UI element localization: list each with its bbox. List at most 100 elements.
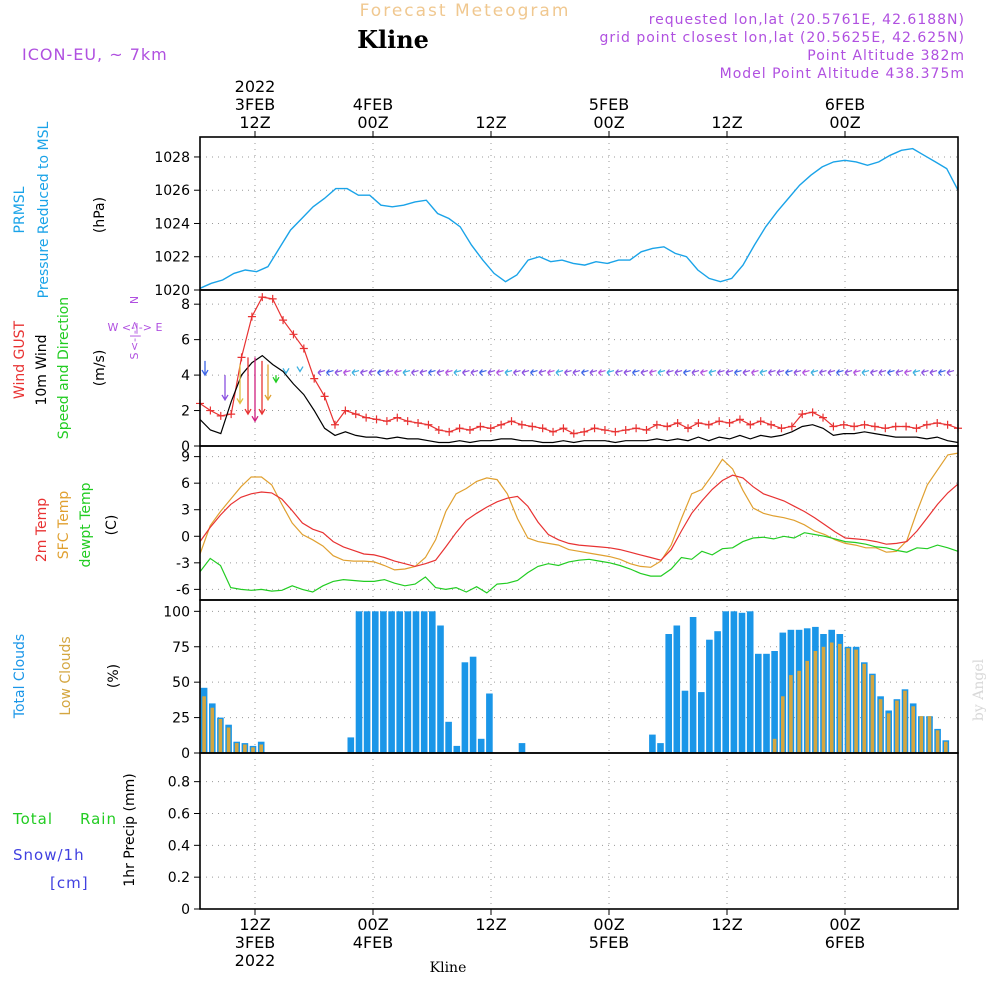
strong-wind-arrow — [251, 357, 259, 423]
clouds-tick-label: 0 — [181, 746, 190, 762]
total-cloud-bar — [738, 612, 746, 754]
total-cloud-bar — [437, 625, 444, 753]
gust-marker — [819, 413, 828, 422]
bottom-time-day: 3FEB — [235, 933, 275, 952]
total-cloud-bar — [746, 611, 754, 753]
location-title: Kline — [357, 25, 429, 54]
direction-arrow — [836, 369, 844, 376]
direction-arrow — [564, 369, 572, 376]
total-cloud-bar — [372, 611, 379, 753]
plot-layer: 1020102210241026102802468-6-303690255075… — [154, 95, 962, 970]
gust-marker — [351, 410, 360, 419]
low-cloud-bar — [829, 642, 834, 753]
total-cloud-bar — [486, 693, 493, 753]
top-time-hour: 00Z — [829, 113, 860, 132]
direction-arrow — [700, 369, 708, 376]
precip-panel-frame — [199, 752, 959, 910]
gust-marker — [663, 422, 672, 431]
gust-marker — [787, 422, 796, 431]
gust-marker — [341, 406, 350, 415]
temp-tick-label: 3 — [181, 503, 190, 519]
clouds-panel-frame — [199, 599, 959, 754]
low-cloud-bar — [870, 675, 875, 753]
low-cloud-bar — [838, 643, 842, 753]
direction-arrow — [623, 369, 632, 376]
total-cloud-bar — [673, 625, 681, 753]
wind-tick-label: 8 — [181, 297, 190, 313]
direction-arrow — [428, 369, 436, 376]
gust-marker — [517, 420, 526, 429]
gust-marker — [621, 426, 630, 435]
temp-label: 2m Temp — [34, 498, 50, 562]
low-cloud-bar — [781, 696, 785, 753]
top-time-day: 6FEB — [825, 95, 865, 114]
bottom-time-hour: 00Z — [593, 915, 624, 934]
top-time-day: 4FEB — [353, 95, 393, 114]
direction-arrow — [742, 369, 751, 376]
top-time-hour: 00Z — [593, 113, 624, 132]
top-time-day: 3FEB — [235, 95, 275, 114]
total-cloud-bar — [363, 611, 371, 753]
total-cloud-bar — [477, 738, 485, 753]
total-cloud-bar — [689, 617, 697, 753]
top-time-hour: 12Z — [711, 113, 742, 132]
temp-tick-label: -6 — [176, 582, 190, 598]
strong-wind-arrow — [264, 364, 272, 402]
clouds-tick-label: 50 — [172, 675, 190, 691]
snow-unit-label: [cm] — [50, 874, 89, 892]
direction-arrow — [878, 369, 887, 376]
total-cloud-bar — [347, 737, 355, 753]
direction-arrow — [912, 369, 921, 376]
direction-arrow — [445, 369, 453, 376]
low-cloud-bar — [935, 730, 940, 753]
pressure-tick-label: 1024 — [154, 216, 190, 232]
low-cloud-bar — [846, 648, 850, 753]
gust-marker — [725, 418, 734, 427]
gust-marker — [528, 422, 537, 431]
gust-marker — [798, 410, 807, 419]
pressure-tick-label: 1026 — [154, 183, 190, 199]
strong-wind-arrow — [236, 364, 244, 405]
direction-arrow — [819, 369, 827, 376]
total-cloud-bar — [429, 611, 436, 753]
gust-marker — [600, 426, 609, 435]
low-cloud-bar — [862, 663, 867, 754]
clouds-unit: (%) — [106, 664, 122, 688]
low-cloud-bar — [927, 716, 932, 753]
direction-arrow — [810, 369, 819, 376]
precip-tick-label: 0 — [181, 902, 190, 918]
direction-arrow — [343, 369, 351, 376]
pressure-label-a: PRMSL — [12, 186, 28, 233]
direction-arrow — [538, 369, 547, 376]
clouds-tick-label: 100 — [163, 604, 190, 620]
bottom-time-hour: 12Z — [475, 915, 506, 934]
gust-marker — [268, 294, 277, 303]
gust-marker — [684, 424, 693, 433]
direction-arrow — [785, 369, 793, 376]
total-cloud-bar — [706, 639, 713, 753]
gust-marker — [611, 427, 620, 436]
direction-arrow — [351, 369, 360, 376]
gust-marker — [465, 426, 474, 435]
model-altitude: Model Point Altitude 438.375m — [720, 66, 965, 82]
direction-arrow — [513, 369, 521, 376]
wind-tick-label: 4 — [181, 368, 190, 384]
direction-arrow — [615, 369, 623, 376]
top-time-hour: 12Z — [475, 113, 506, 132]
direction-arrow — [453, 369, 462, 376]
total-cloud-bar — [714, 631, 721, 753]
direction-arrow — [504, 369, 513, 376]
wind-tick-label: 2 — [181, 404, 190, 420]
gust-marker — [258, 293, 267, 302]
clouds-tick-label: 75 — [172, 640, 190, 656]
direction-arrow — [377, 369, 385, 376]
gust-marker — [569, 429, 578, 438]
low-cloud-bar — [251, 747, 255, 753]
gust-marker — [299, 344, 308, 353]
direction-arrow — [870, 369, 878, 376]
direction-arrow — [921, 369, 929, 376]
temp-tick-label: 9 — [181, 450, 190, 466]
gust-marker — [559, 424, 568, 433]
gust-marker — [642, 426, 651, 435]
gust-marker — [715, 417, 724, 426]
